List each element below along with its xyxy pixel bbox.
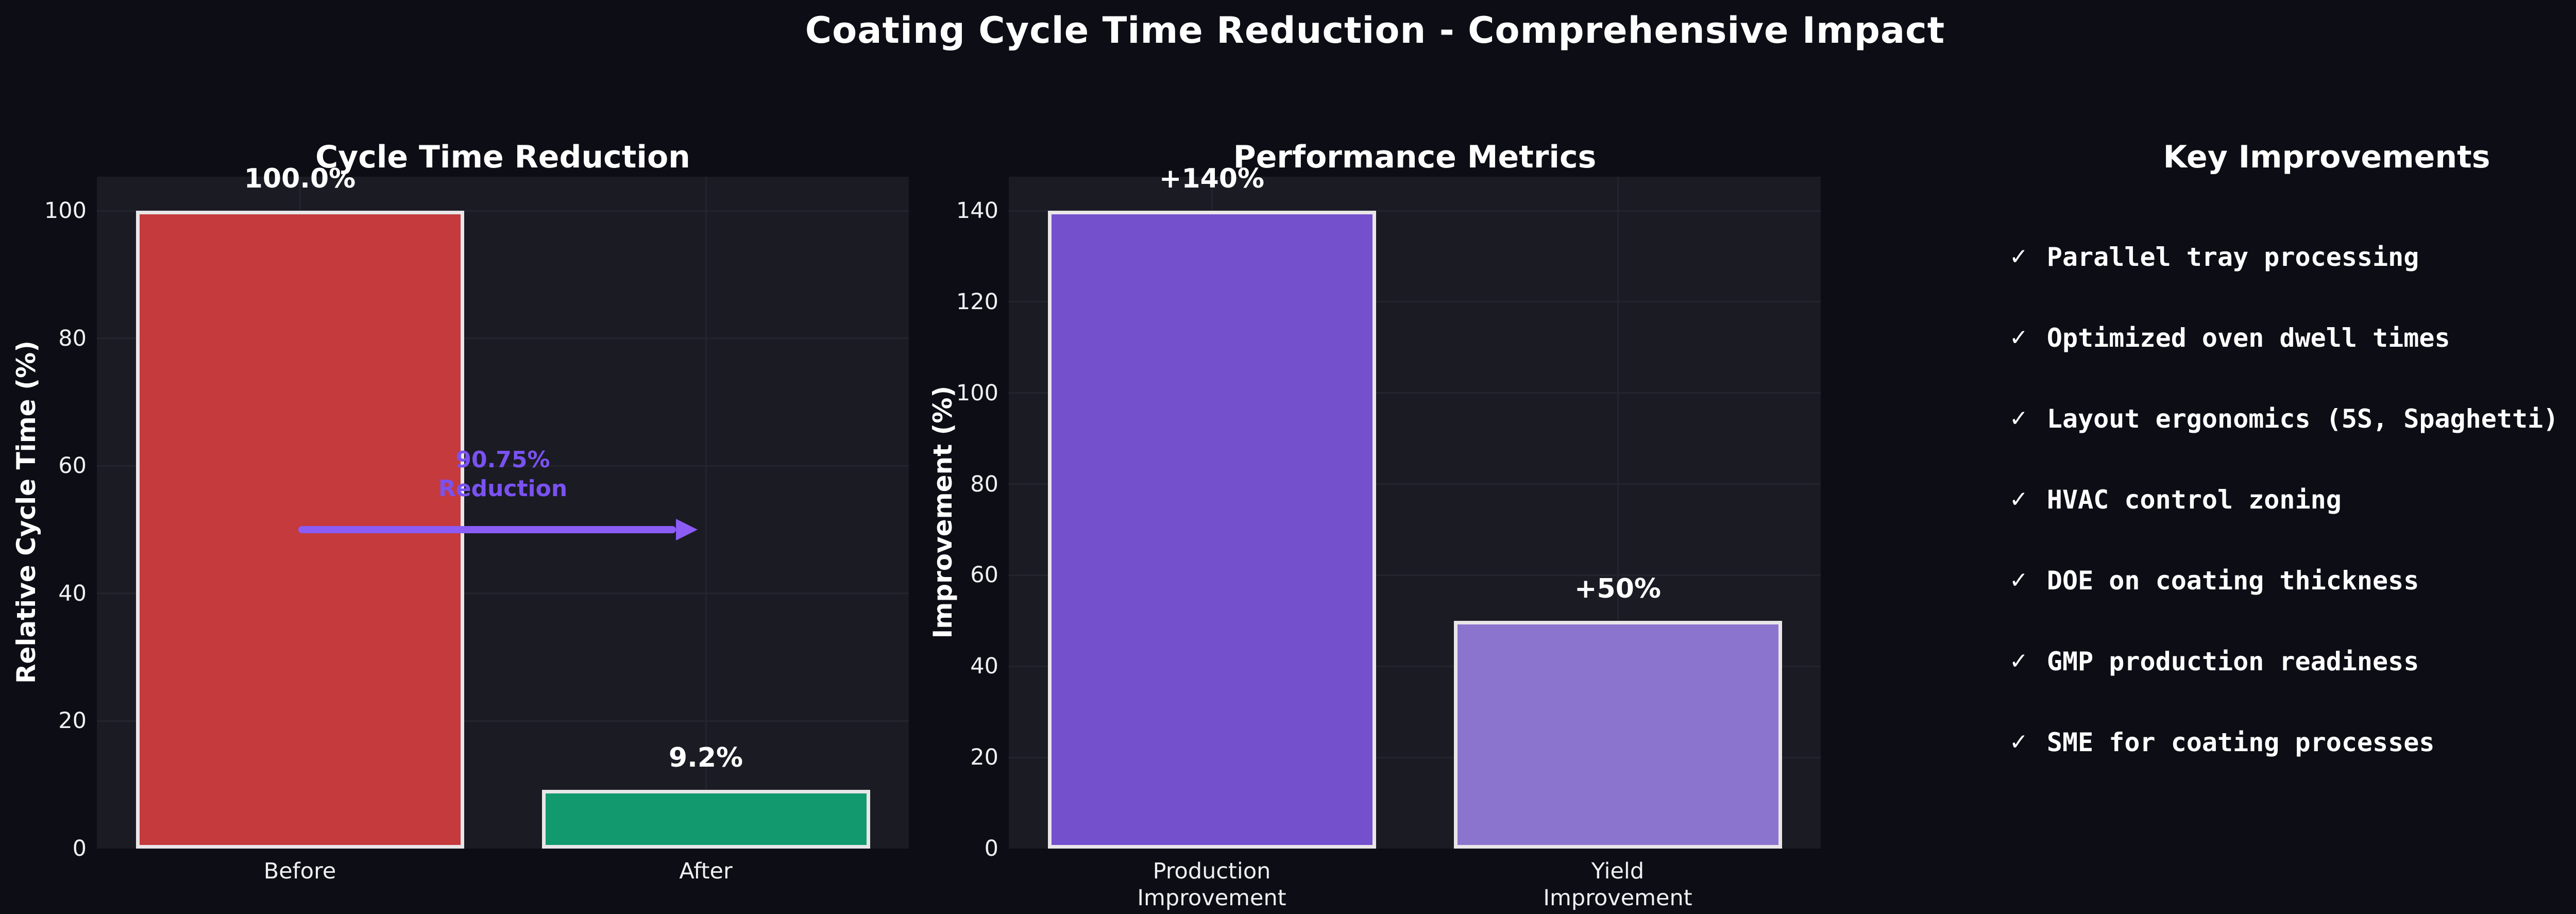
bar-production	[1047, 211, 1376, 849]
gridline-horizontal	[1009, 483, 1821, 485]
improvement-label: DOE on coating thickness	[2046, 565, 2419, 596]
gridline-horizontal	[1009, 574, 1821, 576]
bar-yield	[1453, 620, 1782, 849]
annotation-line: Reduction	[438, 476, 568, 502]
y-tick-label: 0	[984, 836, 998, 861]
x-tick-label: Before	[263, 858, 336, 884]
x-tick-label: Yield Improvement	[1543, 858, 1692, 911]
improvement-label: SME for coating processes	[2046, 727, 2435, 757]
gridline-horizontal	[1009, 301, 1821, 303]
improvement-item: ✓ HVAC control zoning	[2009, 459, 2558, 540]
gridline-vertical	[705, 177, 707, 849]
bar-value-label: 9.2%	[668, 742, 743, 774]
y-tick-label: 100	[44, 198, 87, 224]
improvements-title: Key Improvements	[2163, 139, 2490, 175]
gridline-horizontal	[1009, 665, 1821, 667]
checkmark-icon: ✓	[2009, 486, 2028, 513]
y-tick-label: 40	[58, 580, 87, 606]
annotation-line: 90.75%	[455, 447, 550, 473]
gridline-vertical	[1617, 177, 1619, 849]
checkmark-icon: ✓	[2009, 405, 2028, 432]
reduction-arrow-head	[676, 519, 698, 540]
plot-area-performance: 0 20 40 60 80 100 120 140 +140% Production Improv…	[956, 165, 1821, 911]
gridline-horizontal	[97, 337, 909, 340]
gridline-horizontal	[97, 720, 909, 722]
y-tick-label: 20	[58, 708, 87, 734]
y-tick-label: 140	[956, 198, 998, 224]
improvement-label: GMP production readiness	[2046, 646, 2419, 676]
gridline-horizontal	[1009, 756, 1821, 758]
y-tick-label: 120	[956, 289, 998, 315]
y-tick-label: 20	[970, 744, 998, 771]
figure-title: Coating Cycle Time Reduction - Comprehen…	[805, 9, 1945, 52]
improvement-item: ✓ DOE on coating thickness	[2009, 540, 2558, 621]
improvement-item: ✓ Optimized oven dwell times	[2009, 297, 2558, 378]
bar-value-label: +140%	[1159, 163, 1265, 194]
checkmark-icon: ✓	[2009, 648, 2028, 674]
y-tick-label: 100	[956, 380, 998, 406]
checkmark-icon: ✓	[2009, 325, 2028, 351]
y-tick-label: 0	[72, 836, 87, 861]
improvement-item: ✓ Parallel tray processing	[2009, 216, 2558, 297]
gridline-horizontal	[97, 593, 909, 595]
x-tick-label: Production Improvement	[1137, 858, 1286, 911]
plot-area-cycle-time: 0 20 40 60 80 100 100.0% Before 9.2% After 90.75% R…	[44, 165, 909, 884]
chart-title-performance: Performance Metrics	[1233, 139, 1597, 175]
bar-value-label: 100.0%	[244, 163, 356, 194]
improvement-item: ✓ GMP production readiness	[2009, 621, 2558, 702]
improvements-list: ✓ Parallel tray processing ✓ Optimized oven…	[2009, 216, 2558, 783]
reduction-annotation: 90.75% Reduction	[348, 446, 657, 503]
y-tick-label: 80	[970, 471, 998, 497]
y-tick-label: 40	[970, 653, 998, 680]
reduction-arrow-shaft	[298, 526, 676, 533]
gridline-horizontal	[1009, 210, 1821, 212]
gridline-horizontal	[97, 465, 909, 467]
improvement-item: ✓ Layout ergonomics (5S, Spaghetti)	[2009, 378, 2558, 459]
y-tick-label: 60	[58, 453, 87, 479]
y-tick-label: 60	[970, 562, 998, 588]
improvement-label: Optimized oven dwell times	[2046, 323, 2450, 353]
gridline-horizontal	[97, 210, 909, 212]
improvement-item: ✓ SME for coating processes	[2009, 702, 2558, 783]
y-axis-label-cycle-time: Relative Cycle Time (%)	[11, 340, 41, 684]
improvement-label: Parallel tray processing	[2046, 242, 2419, 272]
y-tick-label: 80	[58, 325, 87, 351]
gridline-horizontal	[1009, 392, 1821, 394]
improvement-label: Layout ergonomics (5S, Spaghetti)	[2046, 403, 2559, 434]
x-tick-label: After	[679, 858, 733, 884]
improvement-label: HVAC control zoning	[2046, 484, 2342, 515]
checkmark-icon: ✓	[2009, 244, 2028, 270]
chart-title-cycle-time: Cycle Time Reduction	[315, 139, 690, 175]
checkmark-icon: ✓	[2009, 729, 2028, 755]
checkmark-icon: ✓	[2009, 567, 2028, 594]
bar-value-label: +50%	[1574, 573, 1662, 604]
bar-after	[541, 790, 870, 849]
